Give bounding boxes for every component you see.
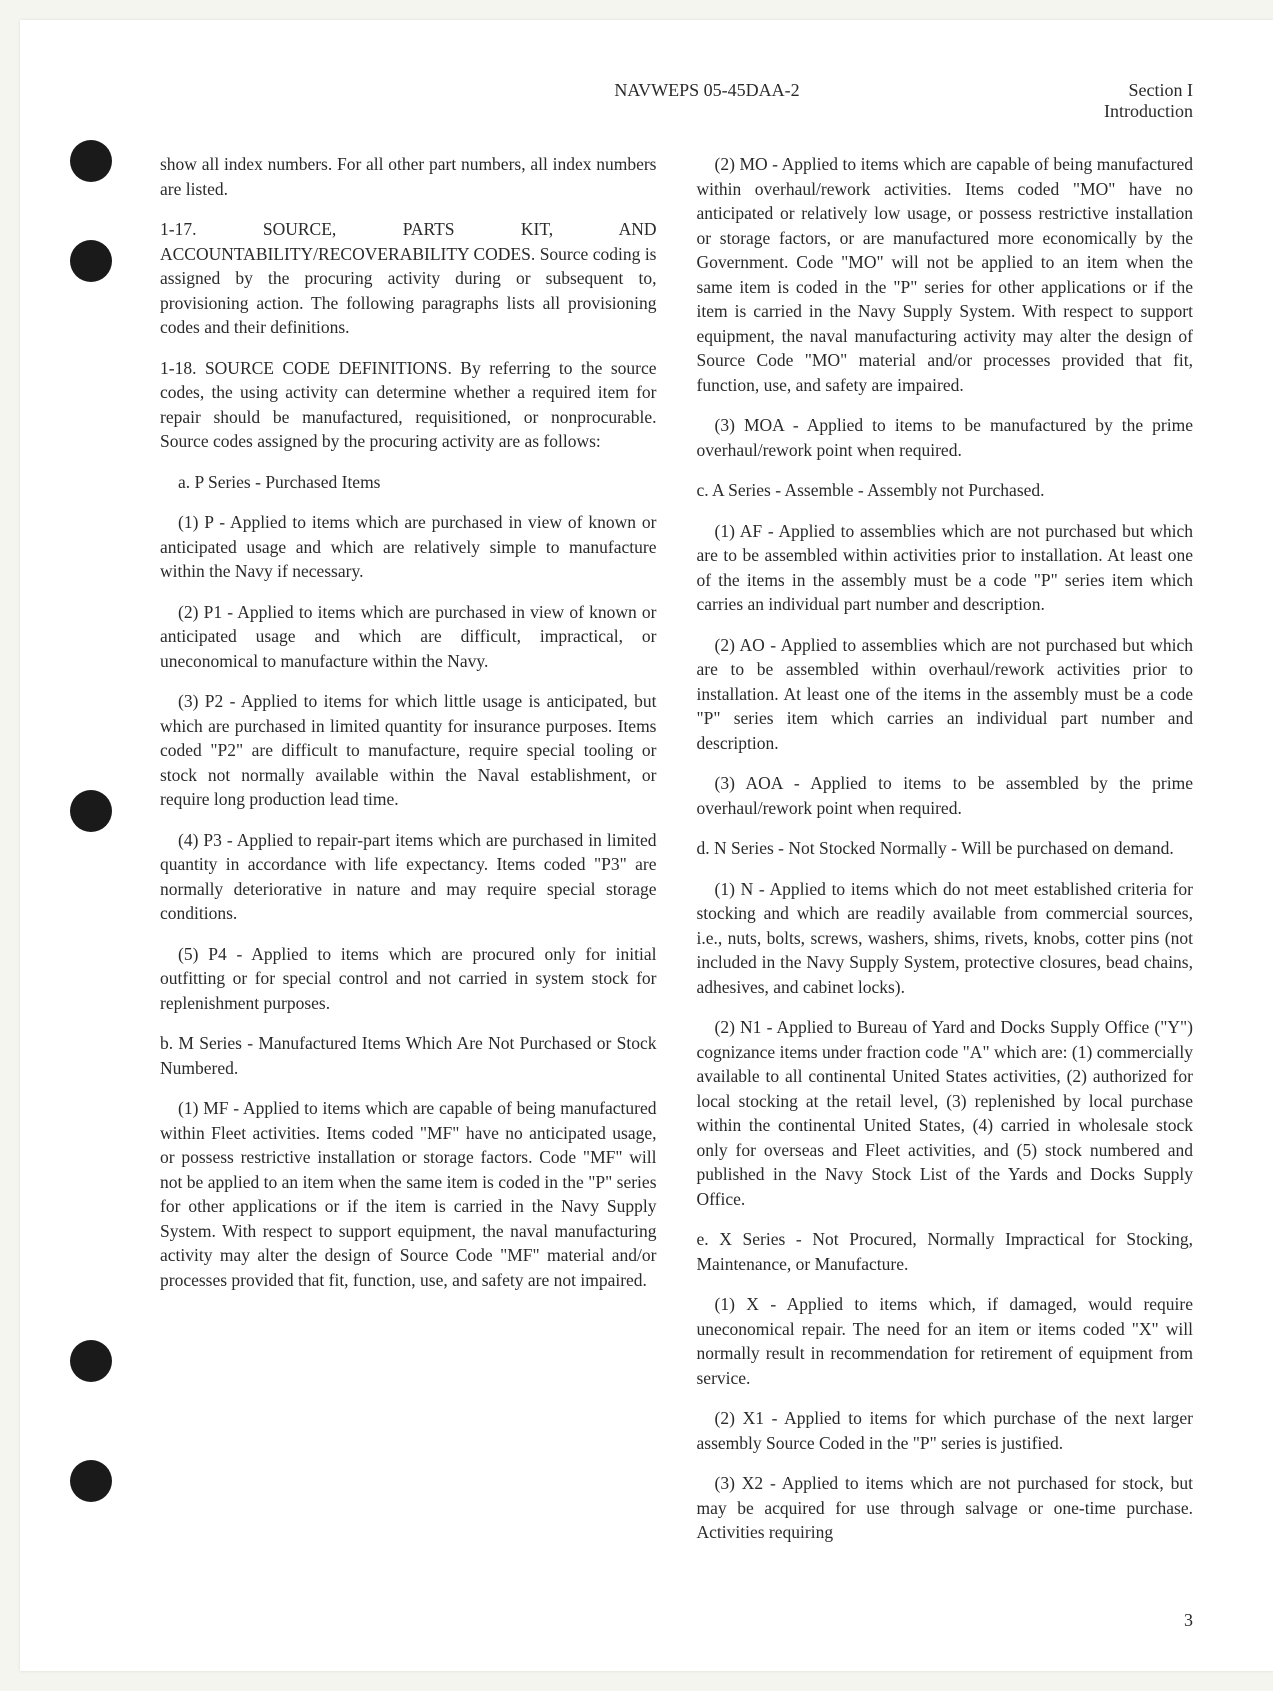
paragraph: (4) P3 - Applied to repair-part items wh…	[160, 828, 657, 926]
paragraph: (2) X1 - Applied to items for which purc…	[697, 1406, 1194, 1455]
paragraph-series-a: a. P Series - Purchased Items	[160, 470, 657, 495]
punch-hole	[70, 1340, 112, 1382]
page-number: 3	[1184, 1610, 1193, 1631]
para-number: 1-17.	[160, 219, 263, 239]
paragraph: (5) P4 - Applied to items which are proc…	[160, 942, 657, 1016]
document-body: show all index numbers. For all other pa…	[160, 152, 1193, 1545]
paragraph: (1) X - Applied to items which, if damag…	[697, 1292, 1194, 1390]
paragraph: 1-18. SOURCE CODE DEFINITIONS. By referr…	[160, 356, 657, 454]
paragraph: (1) MF - Applied to items which are capa…	[160, 1096, 657, 1292]
paragraph: (2) P1 - Applied to items which are purc…	[160, 600, 657, 674]
paragraph: (2) AO - Applied to assemblies which are…	[697, 633, 1194, 756]
section-label: Section I	[1104, 80, 1193, 101]
para-title: SOURCE CODE DEFINITIONS.	[205, 358, 452, 378]
punch-hole	[70, 1460, 112, 1502]
paragraph: 1-17. SOURCE, PARTS KIT, AND ACCOUNTABIL…	[160, 217, 657, 340]
paragraph-series-d: d. N Series - Not Stocked Normally - Wil…	[697, 836, 1194, 861]
punch-hole	[70, 140, 112, 182]
section-subtitle: Introduction	[1104, 101, 1193, 122]
paragraph: (1) AF - Applied to assemblies which are…	[697, 519, 1194, 617]
paragraph-series-b: b. M Series - Manufactured Items Which A…	[160, 1031, 657, 1080]
paragraph: (2) MO - Applied to items which are capa…	[697, 152, 1194, 397]
page-header: NAVWEPS 05-45DAA-2 Section I Introductio…	[160, 80, 1193, 122]
header-section: Section I Introduction	[1104, 80, 1193, 122]
header-doc-number: NAVWEPS 05-45DAA-2	[160, 80, 1104, 122]
document-page: NAVWEPS 05-45DAA-2 Section I Introductio…	[20, 20, 1273, 1671]
punch-hole	[70, 240, 112, 282]
punch-hole	[70, 790, 112, 832]
paragraph: show all index numbers. For all other pa…	[160, 152, 657, 201]
paragraph: (2) N1 - Applied to Bureau of Yard and D…	[697, 1015, 1194, 1211]
para-number: 1-18.	[160, 358, 205, 378]
paragraph: (3) AOA - Applied to items to be assembl…	[697, 771, 1194, 820]
paragraph-series-c: c. A Series - Assemble - Assembly not Pu…	[697, 478, 1194, 503]
paragraph: (3) P2 - Applied to items for which litt…	[160, 689, 657, 812]
paragraph: (1) P - Applied to items which are purch…	[160, 510, 657, 584]
paragraph: (3) X2 - Applied to items which are not …	[697, 1471, 1194, 1545]
paragraph: (3) MOA - Applied to items to be manufac…	[697, 413, 1194, 462]
paragraph: (1) N - Applied to items which do not me…	[697, 877, 1194, 1000]
paragraph-series-e: e. X Series - Not Procured, Normally Imp…	[697, 1227, 1194, 1276]
